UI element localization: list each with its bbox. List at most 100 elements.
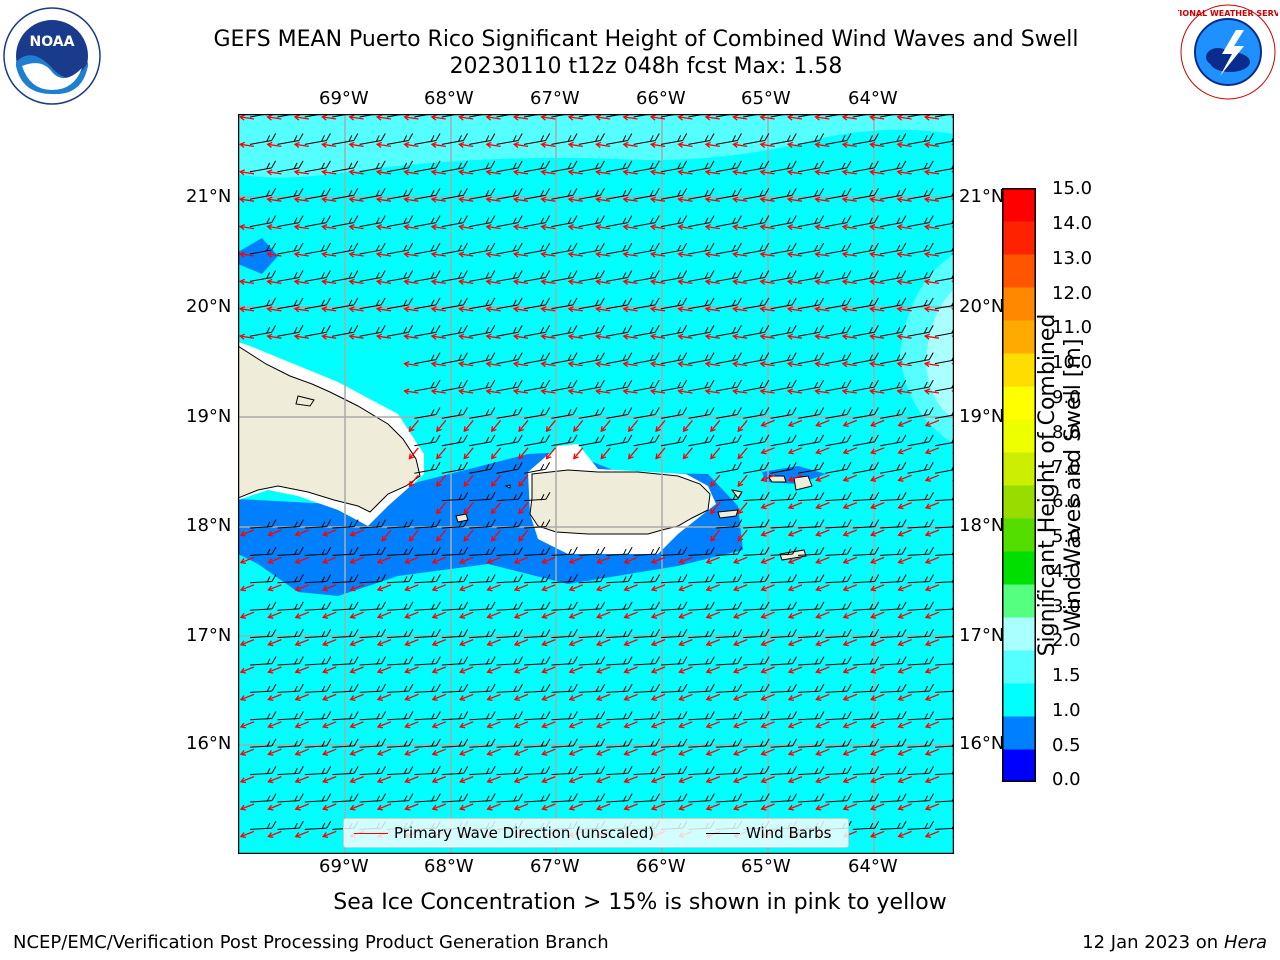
wave-direction-arrow — [786, 169, 803, 176]
wave-direction-arrow — [567, 306, 583, 313]
wave-direction-arrow — [678, 638, 693, 647]
wind-barb — [825, 656, 852, 666]
wave-direction-arrow — [321, 333, 337, 340]
wind-barb — [277, 683, 304, 693]
wind-barb — [606, 656, 633, 666]
wind-barb — [441, 462, 468, 474]
wave-direction-arrow — [567, 114, 583, 121]
wave-direction-arrow — [436, 474, 447, 487]
wave-direction-arrow — [540, 333, 556, 340]
wave-direction-arrow — [568, 693, 584, 702]
wave-direction-arrow — [463, 419, 474, 433]
wind-barb — [332, 574, 359, 584]
wave-direction-arrow — [649, 333, 666, 340]
wave-direction-arrow — [266, 278, 282, 285]
wind-barb — [386, 242, 414, 255]
wave-direction-arrow — [733, 775, 748, 784]
wave-direction-arrow — [733, 584, 748, 592]
wind-barb — [743, 325, 770, 337]
wind-barb — [496, 352, 523, 365]
wind-barb — [688, 352, 715, 365]
wave-direction-arrow — [294, 584, 310, 592]
wind-barb — [441, 738, 469, 748]
wind-barb — [606, 133, 633, 145]
wave-direction-arrow — [458, 388, 474, 395]
wind-barb — [469, 766, 496, 776]
wave-direction-arrow — [870, 748, 885, 756]
wave-direction-arrow — [486, 693, 501, 702]
wave-direction-arrow — [869, 196, 885, 203]
wind-barb — [359, 711, 386, 721]
wave-direction-arrow — [573, 447, 584, 460]
wind-barb — [825, 546, 852, 556]
wave-direction-arrow — [870, 419, 885, 428]
wind-barb — [441, 574, 469, 584]
wave-direction-arrow — [705, 611, 721, 619]
wind-barb — [304, 683, 332, 693]
wind-barb — [469, 379, 496, 392]
wind-barb — [359, 519, 386, 529]
wind-barb — [688, 793, 715, 803]
wave-direction-arrow — [458, 223, 474, 231]
wave-direction-arrow — [293, 306, 309, 313]
wave-direction-arrow — [650, 584, 666, 592]
wind-barb — [359, 188, 386, 200]
wind-barb — [660, 546, 688, 556]
wave-direction-arrow — [787, 529, 803, 537]
wind-barb — [606, 188, 633, 200]
colorbar-tick: 3.0 — [1052, 596, 1081, 617]
wind-barb — [907, 766, 934, 776]
wave-direction-arrow — [815, 693, 830, 702]
wind-barb — [797, 242, 825, 255]
wind-barb — [825, 492, 852, 502]
wave-direction-arrow — [870, 666, 885, 674]
legend-wave-label: Primary Wave Direction (unscaled) — [394, 824, 655, 842]
wind-barb — [880, 379, 907, 392]
wave-direction-arrow — [842, 693, 858, 702]
wave-direction-arrow — [321, 251, 337, 258]
wind-barb — [469, 574, 496, 584]
wind-barb — [469, 462, 496, 474]
colorbar-tick: 6.0 — [1052, 491, 1081, 512]
wave-direction-arrow — [678, 693, 693, 702]
wind-barb — [414, 793, 441, 803]
lon-label-bottom: 65°W — [741, 856, 791, 877]
wave-direction-arrow — [786, 196, 803, 203]
wave-direction-arrow — [815, 501, 830, 510]
wind-barb — [633, 434, 660, 447]
wave-direction-arrow — [567, 360, 583, 368]
wind-barb — [304, 574, 332, 584]
wind-barb — [715, 601, 743, 611]
wave-direction-arrow — [266, 251, 282, 258]
wave-direction-arrow — [842, 529, 858, 537]
wind-barb — [880, 601, 907, 611]
wave-direction-arrow — [485, 306, 501, 313]
wind-barb — [688, 601, 715, 611]
wind-barb — [880, 270, 907, 282]
wind-barb — [688, 160, 715, 173]
run-date-text: 12 Jan 2023 on — [1082, 932, 1224, 953]
wind-barb — [907, 656, 934, 666]
wind-barb — [606, 711, 633, 721]
wave-direction-arrow — [518, 419, 529, 433]
wave-direction-arrow — [349, 584, 364, 592]
wave-direction-arrow — [841, 196, 857, 203]
wind-barb — [770, 407, 797, 419]
wind-barb — [633, 133, 660, 145]
wave-direction-arrow — [596, 721, 611, 729]
wind-barb — [660, 738, 688, 748]
wave-direction-arrow — [512, 360, 529, 368]
wind-barb — [633, 325, 660, 337]
wave-direction-arrow — [375, 141, 392, 148]
wave-direction-arrow — [732, 333, 748, 340]
wave-direction-arrow — [568, 803, 584, 811]
wave-direction-arrow — [677, 360, 693, 368]
wind-barb — [578, 188, 605, 200]
wind-barb — [715, 407, 742, 419]
wind-barb — [249, 656, 277, 666]
wind-barb — [551, 574, 578, 584]
wave-direction-arrow — [375, 114, 392, 121]
wave-direction-arrow — [951, 252, 954, 256]
wind-barb — [304, 215, 331, 228]
wind-barb — [715, 711, 743, 721]
